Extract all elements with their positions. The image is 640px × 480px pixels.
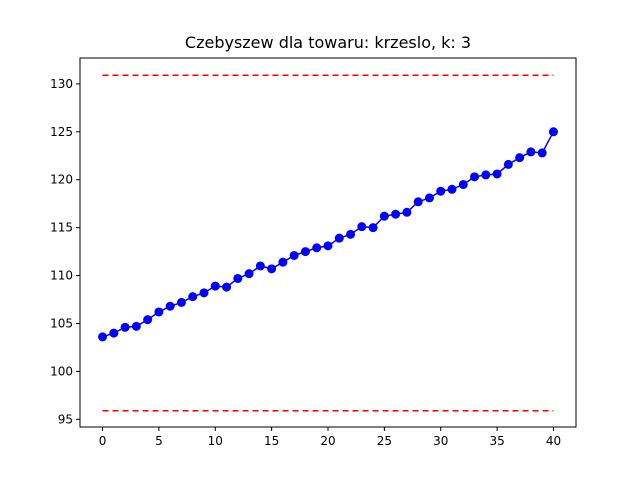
- data-point: [391, 209, 401, 219]
- data-point: [233, 273, 243, 283]
- chart-title: Czebyszew dla towaru: krzeslo, k: 3: [185, 33, 471, 52]
- data-point: [278, 257, 288, 267]
- y-axis: 95 100 105 110 115 120 125 130: [50, 77, 80, 426]
- data-point: [447, 184, 457, 194]
- data-point: [312, 243, 322, 253]
- x-tick-label: 30: [433, 434, 448, 448]
- data-point: [165, 301, 175, 311]
- x-tick-label: 20: [320, 434, 335, 448]
- x-tick-label: 0: [99, 434, 107, 448]
- data-point: [515, 153, 525, 163]
- x-axis: 0 5 10 15 20 25 30 35 40: [99, 427, 561, 448]
- data-point: [458, 180, 468, 190]
- data-point: [98, 332, 108, 342]
- axes-frame: [79, 57, 577, 428]
- y-tick-label: 110: [50, 269, 73, 283]
- data-point: [199, 288, 209, 298]
- data-point: [424, 193, 434, 203]
- data-point: [402, 207, 412, 217]
- data-point: [120, 322, 130, 332]
- data-point: [244, 269, 254, 279]
- x-tick-label: 40: [546, 434, 561, 448]
- x-tick-label: 25: [377, 434, 392, 448]
- data-point: [368, 223, 378, 233]
- data-point: [188, 292, 198, 302]
- data-point: [109, 328, 119, 338]
- plot-area: [98, 74, 558, 412]
- data-point: [470, 172, 480, 182]
- data-point: [548, 127, 558, 137]
- y-tick-label: 130: [50, 77, 73, 91]
- x-tick-label: 5: [155, 434, 163, 448]
- data-point: [222, 282, 232, 292]
- data-point: [323, 241, 333, 251]
- data-point: [357, 222, 367, 232]
- y-tick-label: 100: [50, 364, 73, 378]
- data-point: [143, 315, 153, 325]
- x-tick-label: 10: [208, 434, 223, 448]
- data-point: [267, 264, 277, 274]
- data-point: [413, 197, 423, 207]
- y-tick-label: 105: [50, 316, 73, 330]
- data-point: [131, 321, 141, 331]
- x-tick-label: 15: [264, 434, 279, 448]
- data-point: [436, 186, 446, 196]
- data-point: [334, 233, 344, 243]
- y-tick-label: 120: [50, 173, 73, 187]
- data-point: [210, 281, 220, 291]
- data-point: [300, 247, 310, 257]
- data-point: [154, 307, 164, 317]
- data-point: [481, 170, 491, 180]
- y-tick-label: 95: [58, 412, 73, 426]
- data-point: [379, 211, 389, 221]
- y-tick-label: 125: [50, 125, 73, 139]
- data-point: [503, 159, 513, 169]
- data-point: [492, 169, 502, 179]
- data-point: [526, 147, 536, 157]
- data-point: [346, 229, 356, 239]
- data-point: [537, 148, 547, 158]
- data-point: [289, 250, 299, 260]
- x-tick-label: 35: [489, 434, 504, 448]
- data-point: [255, 261, 265, 271]
- y-tick-label: 115: [50, 221, 73, 235]
- data-point: [176, 297, 186, 307]
